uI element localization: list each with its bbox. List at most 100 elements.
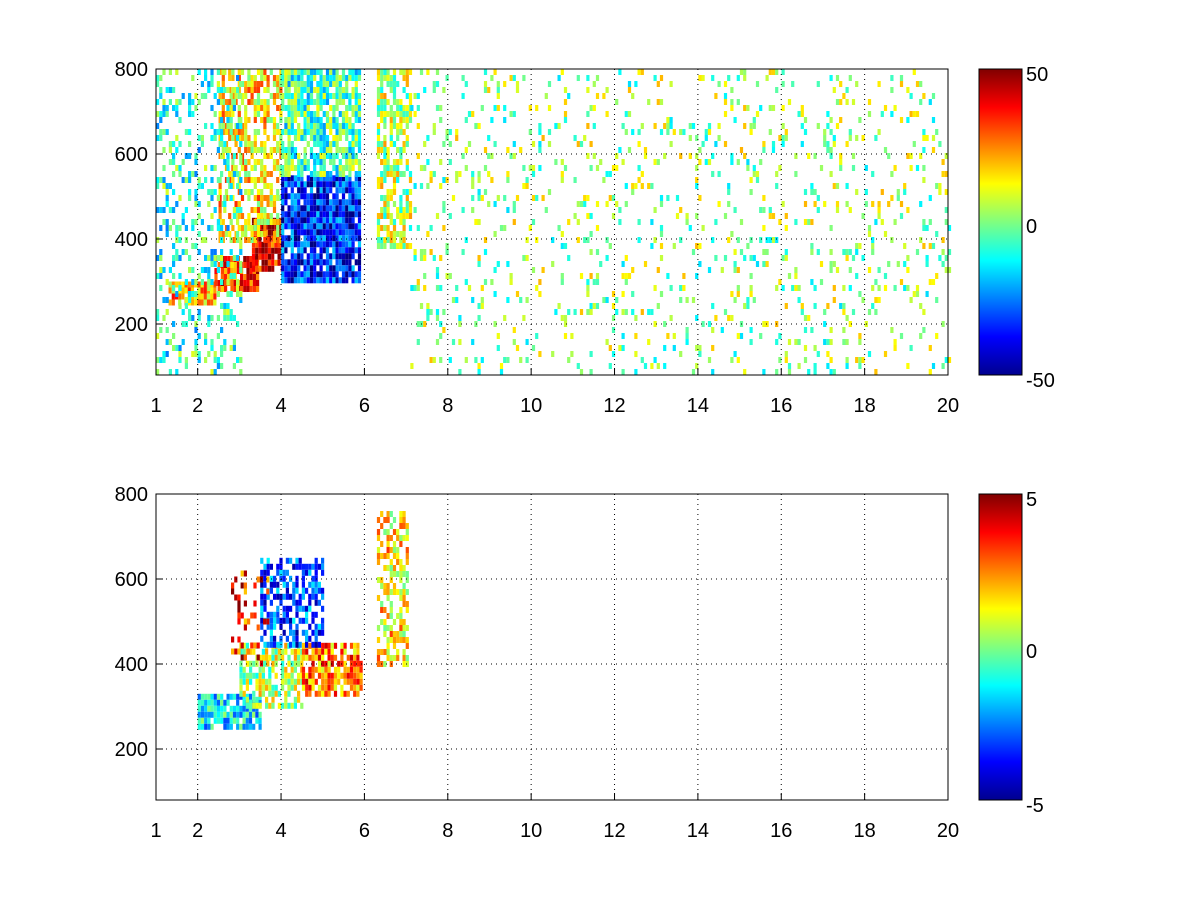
heatmap-cell xyxy=(213,255,217,261)
heatmap-cell xyxy=(380,523,384,529)
heatmap-cell xyxy=(255,672,259,679)
heatmap-cell xyxy=(297,235,301,242)
heatmap-cell xyxy=(906,87,910,93)
heatmap-cell xyxy=(252,274,256,280)
heatmap-cell xyxy=(688,153,692,159)
heatmap-cell xyxy=(341,147,346,153)
heatmap-cell xyxy=(402,243,406,249)
heatmap-cell xyxy=(316,193,320,200)
colorbar-tick-label: 5 xyxy=(1026,489,1037,511)
heatmap-cell xyxy=(293,69,298,75)
heatmap-cell xyxy=(666,333,670,339)
heatmap-cell xyxy=(340,648,344,655)
heatmap-cell xyxy=(197,299,201,306)
heatmap-cell xyxy=(223,723,227,730)
heatmap-cell xyxy=(448,213,452,219)
heatmap-cell xyxy=(611,327,616,333)
heatmap-cell xyxy=(156,135,160,141)
heatmap-cell xyxy=(309,153,314,159)
heatmap-cell xyxy=(308,569,312,576)
heatmap-cell xyxy=(300,69,304,75)
heatmap-cell xyxy=(736,333,740,339)
heatmap-cell xyxy=(263,237,267,243)
heatmap-cell xyxy=(316,93,320,99)
heatmap-cell xyxy=(325,211,330,218)
heatmap-cell xyxy=(376,153,381,159)
heatmap-cell xyxy=(349,642,354,649)
heatmap-cell xyxy=(383,631,387,637)
heatmap-cell xyxy=(416,225,420,231)
heatmap-cell xyxy=(284,175,288,182)
heatmap-cell xyxy=(743,105,747,111)
heatmap-cell xyxy=(867,267,872,273)
heatmap-cell xyxy=(293,193,298,200)
heatmap-cell xyxy=(329,241,333,248)
heatmap-cell xyxy=(405,81,409,87)
heatmap-cell xyxy=(733,297,737,303)
heatmap-cell xyxy=(471,339,475,345)
heatmap-cell xyxy=(206,293,211,300)
heatmap-cell xyxy=(455,297,459,303)
heatmap-cell xyxy=(376,213,381,219)
heatmap-cell xyxy=(762,261,766,267)
heatmap-cell xyxy=(389,105,393,111)
heatmap-cell xyxy=(218,123,222,129)
heatmap-cell xyxy=(899,213,904,219)
heatmap-cell xyxy=(408,99,413,105)
heatmap-cell xyxy=(175,369,179,375)
heatmap-cell xyxy=(389,213,393,219)
heatmap-cell xyxy=(340,684,344,691)
heatmap-cell xyxy=(829,327,833,333)
heatmap-cell xyxy=(611,195,616,201)
heatmap-cell xyxy=(653,75,657,81)
heatmap-cell xyxy=(279,623,283,630)
heatmap-cell xyxy=(383,625,387,631)
heatmap-cell xyxy=(285,557,289,564)
heatmap-cell xyxy=(386,637,390,643)
heatmap-cell xyxy=(399,171,403,177)
heatmap-cell xyxy=(191,243,195,249)
heatmap-cell xyxy=(399,219,403,225)
heatmap-cell xyxy=(210,213,214,219)
heatmap-cell xyxy=(402,565,406,571)
heatmap-cell xyxy=(207,273,211,279)
heatmap-cell xyxy=(213,129,217,135)
heatmap-cell xyxy=(711,369,715,375)
heatmap-cell xyxy=(250,99,254,105)
heatmap-cell xyxy=(396,529,400,535)
heatmap-cell xyxy=(218,177,222,183)
heatmap-cell xyxy=(194,201,198,207)
heatmap-cell xyxy=(733,249,737,255)
heatmap-cell xyxy=(341,175,346,182)
heatmap-cell xyxy=(784,129,788,135)
heatmap-cell xyxy=(244,237,248,243)
heatmap-cell xyxy=(330,654,334,661)
heatmap-cell xyxy=(405,577,409,583)
heatmap-cell xyxy=(322,99,326,105)
heatmap-cell xyxy=(906,285,910,291)
heatmap-cell xyxy=(730,87,734,93)
heatmap-cell xyxy=(156,309,160,315)
heatmap-cell xyxy=(216,363,220,369)
heatmap-cell xyxy=(218,213,222,219)
x-tick-label: 18 xyxy=(853,820,875,842)
heatmap-cell xyxy=(338,205,342,212)
heatmap-cell xyxy=(266,81,270,87)
heatmap-cell xyxy=(284,181,288,188)
heatmap-cell xyxy=(260,105,264,111)
heatmap-cell xyxy=(595,279,600,285)
heatmap-cell xyxy=(165,231,169,237)
heatmap-cell xyxy=(242,717,246,724)
heatmap-cell xyxy=(730,231,734,237)
heatmap-cell xyxy=(281,199,285,206)
heatmap-cell xyxy=(284,648,288,655)
heatmap-cell xyxy=(621,345,625,351)
heatmap-cell xyxy=(253,612,257,619)
heatmap-cell xyxy=(338,159,342,165)
heatmap-cell xyxy=(303,81,307,87)
heatmap-cell xyxy=(383,69,387,75)
heatmap-cell xyxy=(266,117,270,123)
heatmap-cell xyxy=(576,141,580,147)
heatmap-cell xyxy=(765,261,769,267)
heatmap-cell xyxy=(290,123,294,129)
